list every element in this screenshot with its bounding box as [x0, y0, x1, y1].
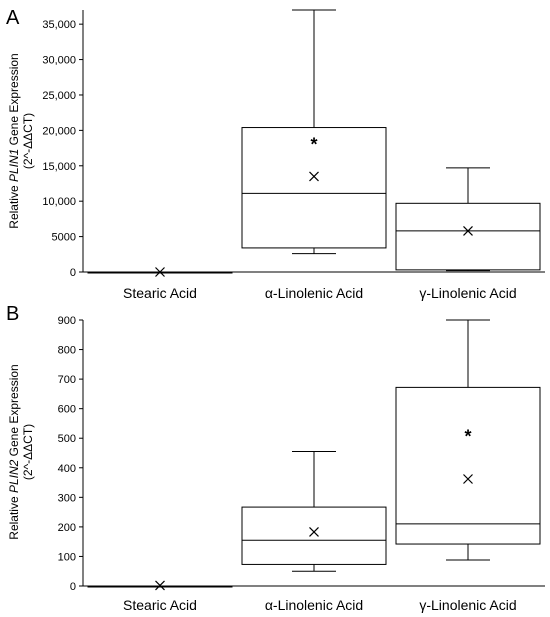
y-tick-label: 30,000: [42, 55, 76, 67]
y-axis-label-units: (2^-ΔΔCT): [21, 113, 35, 169]
box-plot: [395, 167, 541, 272]
panel-letter: A: [6, 7, 20, 29]
y-tick-label: 300: [58, 492, 76, 504]
mean-marker: [463, 474, 473, 484]
panel-letter: B: [6, 303, 19, 325]
x-category-label: Stearic Acid: [123, 597, 197, 613]
y-tick-label: 200: [58, 522, 76, 534]
mean-marker: [155, 267, 165, 277]
y-tick-label: 400: [58, 463, 76, 475]
significance-star: *: [310, 134, 317, 154]
mean-marker: [463, 226, 473, 236]
panel-a-chart: A 0 5000 10,000 15,000 20,000 25,000 30,000 35,0…: [6, 7, 545, 301]
x-category-label: γ-Linolenic Acid: [419, 285, 516, 301]
y-tick-label: 500: [58, 433, 76, 445]
y-tick-label: 100: [58, 551, 76, 563]
box-plot: [87, 580, 233, 591]
y-tick-label: 35,000: [42, 19, 76, 31]
y-tick-label: 5000: [52, 232, 76, 244]
box-plot: [87, 267, 233, 277]
x-category-label: α-Linolenic Acid: [265, 597, 363, 613]
y-axis-label: Relative PLIN1 Gene Expression: [7, 53, 21, 228]
x-category-label: α-Linolenic Acid: [265, 285, 363, 301]
iqr-box: [395, 202, 541, 271]
iqr-box: [241, 127, 387, 249]
y-tick-label: 20,000: [42, 125, 76, 137]
mean-marker: [309, 526, 319, 537]
panel-b-chart: B 0 100 200 300 400 500 600 700 800 900 Relative PL…: [6, 303, 545, 613]
y-tick-label: 0: [70, 267, 76, 279]
box-plot: [241, 451, 387, 572]
y-axis-label-units: (2^-ΔΔCT): [21, 424, 35, 480]
x-category-label: Stearic Acid: [123, 285, 197, 301]
y-tick-label: 600: [58, 404, 76, 416]
y-axis-label: Relative PLIN2 Gene Expression: [7, 364, 21, 539]
mean-marker: [155, 580, 165, 591]
significance-star: *: [464, 427, 471, 447]
iqr-box: [241, 506, 387, 565]
y-tick-label: 0: [70, 581, 76, 593]
iqr-box: [395, 386, 541, 545]
mean-marker: [309, 171, 319, 182]
y-tick-label: 800: [58, 345, 76, 357]
y-tick-label: 25,000: [42, 90, 76, 102]
y-tick-label: 900: [58, 315, 76, 327]
x-category-label: γ-Linolenic Acid: [419, 597, 516, 613]
box-plot: *: [241, 9, 387, 255]
y-tick-label: 10,000: [42, 196, 76, 208]
y-tick-label: 15,000: [42, 161, 76, 173]
box-plot: *: [395, 319, 541, 561]
y-tick-label: 700: [58, 374, 76, 386]
